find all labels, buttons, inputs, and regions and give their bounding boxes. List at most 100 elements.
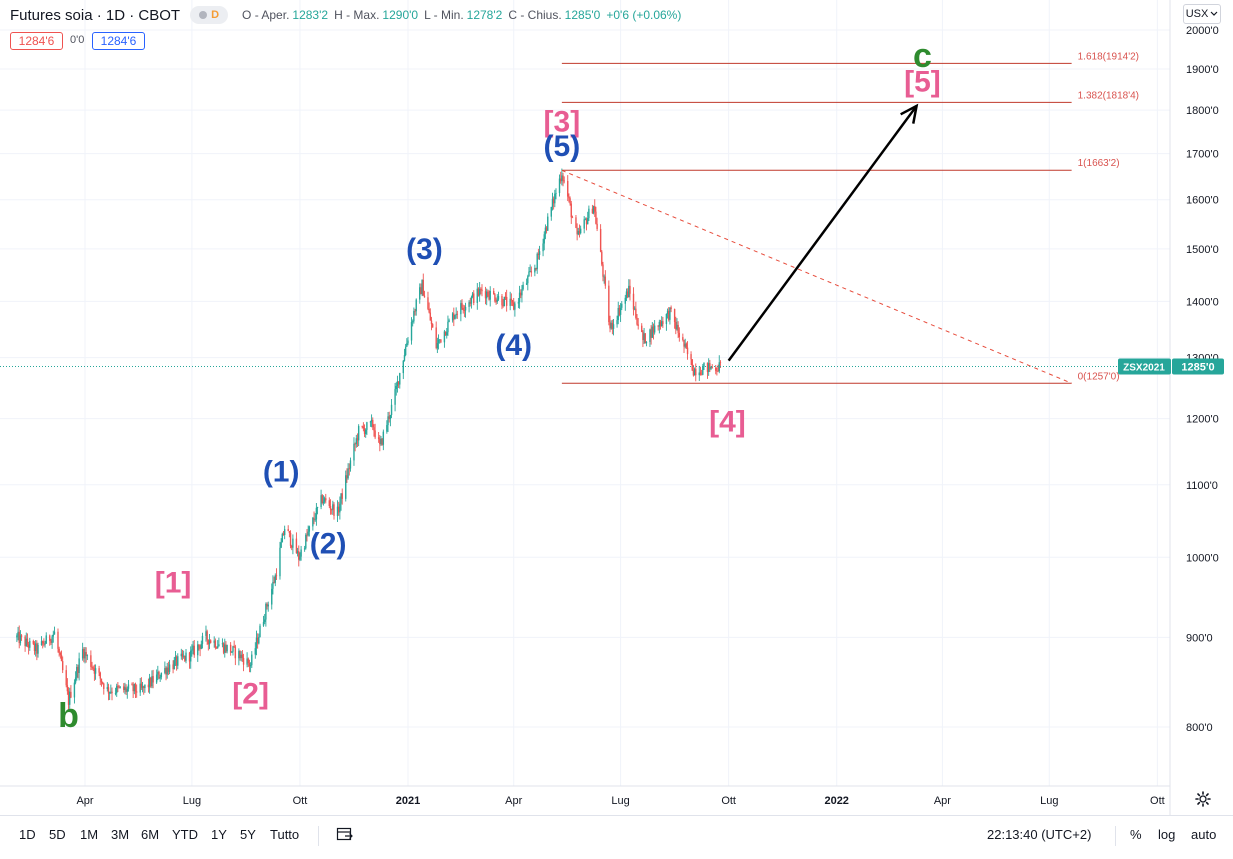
candle-body [108, 692, 111, 694]
candle-body [493, 290, 495, 295]
candle [527, 274, 529, 291]
candle [481, 284, 483, 297]
symbol-title[interactable]: Futures soia · 1D · CBOT [10, 6, 181, 24]
candle-body [264, 619, 266, 622]
candle-body [594, 206, 596, 212]
currency-unit-select[interactable]: USX [1183, 4, 1221, 24]
timeframe-1m[interactable]: 1M [80, 827, 99, 842]
candle [579, 225, 582, 235]
candle [174, 650, 177, 666]
gear-icon[interactable] [1195, 791, 1211, 807]
sell-price-button[interactable]: 1284'6 [10, 32, 63, 50]
timeframe-ytd[interactable]: YTD [172, 827, 198, 842]
date-range-icon[interactable] [336, 826, 354, 842]
candle-body [513, 302, 515, 310]
candle [443, 329, 446, 348]
candle-body [226, 644, 228, 652]
candle-body [148, 677, 151, 688]
candle-body [528, 271, 530, 277]
candle-body [702, 366, 704, 375]
candle-body [205, 631, 207, 636]
candle-body [429, 312, 432, 321]
price-chart[interactable]: 1.618(1914'2) 1.382(1818'4) 1(1663'2) 0(125… [0, 0, 1233, 815]
candle [182, 650, 185, 659]
candle [242, 653, 245, 672]
candle [403, 348, 406, 362]
last-price-text: 1285'0 [1181, 362, 1214, 374]
candle-body [188, 652, 191, 662]
candle [208, 634, 211, 650]
candle-body [58, 648, 60, 653]
clock-time[interactable]: 22:13:40 (UTC+2) [987, 827, 1092, 842]
candle [288, 530, 291, 538]
timeframe-5d[interactable]: 5D [49, 827, 66, 842]
timeframe-6m[interactable]: 6M [141, 827, 160, 842]
candle-body [32, 640, 35, 644]
candle-body [124, 687, 126, 690]
auto-scale-toggle[interactable]: auto [1191, 827, 1217, 842]
timeframe-1d[interactable]: 1D [19, 827, 36, 842]
timeframe-3m[interactable]: 3M [111, 827, 130, 842]
candle-body [706, 362, 709, 372]
candle-body [502, 305, 504, 307]
candle-body [619, 307, 622, 315]
candle-body [274, 575, 276, 583]
candle-body [421, 279, 423, 295]
candle-body [233, 646, 235, 648]
candle-body [57, 631, 59, 649]
candle [570, 200, 572, 224]
log-scale-toggle[interactable]: log [1158, 827, 1176, 842]
timeframe-all[interactable]: Tutto [270, 827, 300, 842]
candle-body [550, 206, 552, 217]
buy-price-button[interactable]: 1284'6 [92, 32, 145, 50]
candle-body [312, 517, 314, 527]
candle [247, 657, 249, 668]
candle-body [168, 664, 171, 672]
candle [217, 640, 219, 649]
candle-body [422, 279, 424, 296]
candle [619, 303, 622, 322]
candle [232, 645, 234, 656]
candle [488, 290, 490, 301]
fib-level-label: 1.618(1914'2) [1078, 51, 1139, 62]
candle [463, 305, 466, 318]
candle-body [144, 684, 146, 689]
candle-body [636, 317, 638, 325]
timeframe-1y[interactable]: 1Y [211, 827, 227, 842]
time-axis[interactable]: Apr Lug Ott 2021 Apr Lug Ott 2022 Apr Lug Ott [76, 795, 1164, 807]
candle-body [684, 343, 686, 347]
candle [173, 657, 175, 670]
y-tick-label: 1100'0 [1186, 480, 1218, 492]
candle-body [650, 329, 652, 338]
candle [67, 687, 70, 710]
candle-body [26, 638, 29, 645]
candle-body [612, 324, 615, 329]
candle-body [258, 636, 260, 644]
candle-body [397, 381, 400, 385]
delay-badge[interactable]: D [190, 6, 229, 24]
candle [159, 674, 161, 682]
candle-body [407, 340, 409, 344]
candle [291, 544, 293, 551]
fibonacci-levels: 1.618(1914'2) 1.382(1818'4) 1(1663'2) 0(125… [561, 51, 1139, 384]
candle-body [266, 603, 268, 607]
candle [517, 297, 520, 309]
candle-body [150, 677, 152, 687]
candle-body [470, 296, 473, 304]
candle [346, 468, 348, 483]
price-axis[interactable]: 800'0900'01000'01100'01200'01300'01400'0… [1186, 25, 1219, 734]
candle [444, 331, 447, 336]
candle-body [403, 355, 406, 361]
candle [116, 683, 118, 697]
candle-body [106, 687, 109, 689]
candle-body [537, 253, 540, 256]
candle [185, 649, 187, 664]
candle [180, 648, 183, 660]
candle [249, 662, 252, 673]
candle [469, 297, 471, 307]
candle [207, 639, 210, 651]
percent-scale-toggle[interactable]: % [1130, 827, 1142, 842]
timeframe-5y[interactable]: 5Y [240, 827, 256, 842]
candle [361, 425, 363, 429]
candle-body [501, 296, 503, 306]
